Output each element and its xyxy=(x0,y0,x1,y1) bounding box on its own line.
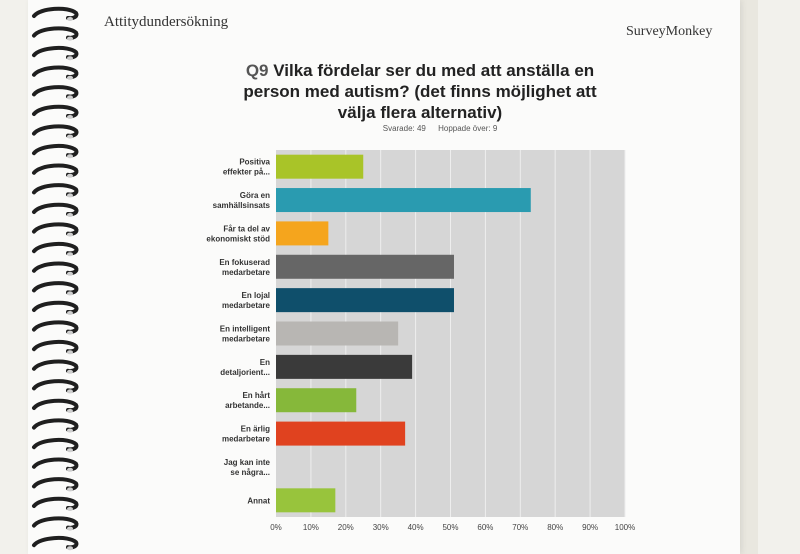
category-label: Göra en samhällsinsats xyxy=(213,191,271,210)
spiral-ring xyxy=(32,418,79,432)
response-stats: Svarade: 49 Hoppade över: 9 xyxy=(300,124,580,133)
answered-count: Svarade: 49 xyxy=(382,124,426,133)
spiral-ring xyxy=(32,104,79,119)
question-text: Vilka fördelar ser du med att anställa e… xyxy=(243,61,597,122)
x-tick-label: 40% xyxy=(408,523,424,532)
punch-hole xyxy=(67,487,73,492)
spiral-ring xyxy=(32,85,79,99)
category-label: En detaljorient... xyxy=(220,358,270,377)
punch-hole xyxy=(67,389,73,394)
spiral-ring xyxy=(32,143,79,158)
spiral-ring xyxy=(32,281,79,295)
punch-hole xyxy=(67,369,73,374)
spiral-ring xyxy=(32,320,79,334)
punch-hole xyxy=(67,409,73,413)
bar xyxy=(276,354,413,379)
punch-hole xyxy=(67,115,73,119)
punch-hole xyxy=(67,193,73,198)
spiral-ring xyxy=(32,241,79,256)
spiral-ring xyxy=(32,45,79,60)
x-tick-label: 70% xyxy=(512,523,528,532)
spiral-ring xyxy=(32,183,79,197)
spiral-ring xyxy=(32,163,79,177)
spiral-binding xyxy=(32,6,79,551)
spiral-ring xyxy=(32,398,79,413)
spiral-ring xyxy=(32,202,79,217)
spiral-ring xyxy=(32,300,79,315)
punch-hole xyxy=(67,213,73,217)
spiral-ring xyxy=(32,535,79,550)
x-tick-label: 0% xyxy=(270,523,282,532)
punch-hole xyxy=(67,350,73,355)
survey-title: Attitydundersökning xyxy=(104,14,229,30)
punch-hole xyxy=(67,154,73,159)
bar xyxy=(276,388,357,413)
question-title: Q9 Vilka fördelar ser du med att anställ… xyxy=(240,60,600,123)
punch-hole xyxy=(67,173,73,178)
bar xyxy=(276,488,336,513)
spiral-ring xyxy=(32,6,79,21)
x-tick-label: 80% xyxy=(547,523,563,532)
category-label: Jag kan inte se några... xyxy=(224,458,271,477)
spiral-ring xyxy=(32,359,79,373)
punch-hole xyxy=(67,17,73,21)
category-label: En hårt arbetande... xyxy=(225,391,270,410)
bar xyxy=(276,254,454,279)
bar xyxy=(276,288,454,313)
punch-hole xyxy=(67,271,73,276)
spiral-ring xyxy=(32,516,79,530)
punch-hole xyxy=(67,232,73,237)
bar xyxy=(276,221,329,246)
punch-hole xyxy=(67,428,73,433)
bar xyxy=(276,188,531,213)
x-tick-label: 90% xyxy=(582,523,598,532)
spiral-ring xyxy=(32,261,79,275)
punch-hole xyxy=(67,56,73,61)
bar xyxy=(276,321,399,346)
spiral-ring xyxy=(32,65,79,79)
skipped-count: Hoppade över: 9 xyxy=(438,124,498,133)
spiral-ring xyxy=(32,457,79,471)
category-label: Får ta del av ekonomiskt stöd xyxy=(206,224,270,243)
spiral-ring xyxy=(32,339,79,354)
spiral-ring xyxy=(32,222,79,236)
x-tick-label: 20% xyxy=(338,523,354,532)
punch-hole xyxy=(67,75,73,80)
category-label: En intelligent medarbetare xyxy=(220,325,271,344)
punch-hole xyxy=(67,311,73,315)
spiral-ring xyxy=(32,124,79,138)
punch-hole xyxy=(67,291,73,296)
question-number: Q9 xyxy=(245,61,269,80)
x-tick-label: 10% xyxy=(303,523,319,532)
punch-hole xyxy=(67,95,73,100)
brand-name: SurveyMonkey xyxy=(626,24,713,39)
bar xyxy=(276,154,364,179)
spiral-ring xyxy=(32,379,79,393)
x-tick-label: 100% xyxy=(615,523,635,532)
spiral-ring xyxy=(32,496,79,511)
bar xyxy=(276,421,406,446)
punch-hole xyxy=(67,507,73,511)
x-tick-label: 60% xyxy=(477,523,493,532)
spiral-ring xyxy=(32,477,79,491)
punch-hole xyxy=(67,467,73,472)
category-label: En ärlig medarbetare xyxy=(222,425,271,444)
punch-hole xyxy=(67,448,73,453)
punch-hole xyxy=(67,252,73,257)
category-label: En lojal medarbetare xyxy=(222,291,271,310)
punch-hole xyxy=(67,330,73,335)
page-edge xyxy=(740,0,758,554)
x-tick-label: 30% xyxy=(373,523,389,532)
category-label: En fokuserad medarbetare xyxy=(219,258,270,277)
punch-hole xyxy=(67,546,73,551)
punch-hole xyxy=(67,134,73,139)
spiral-ring xyxy=(32,26,79,40)
punch-hole xyxy=(67,526,73,531)
x-tick-label: 50% xyxy=(442,523,458,532)
punch-hole xyxy=(67,36,73,41)
category-label: Annat xyxy=(247,496,270,505)
category-label: Positiva effekter på... xyxy=(223,158,271,177)
spiral-ring xyxy=(32,437,79,452)
